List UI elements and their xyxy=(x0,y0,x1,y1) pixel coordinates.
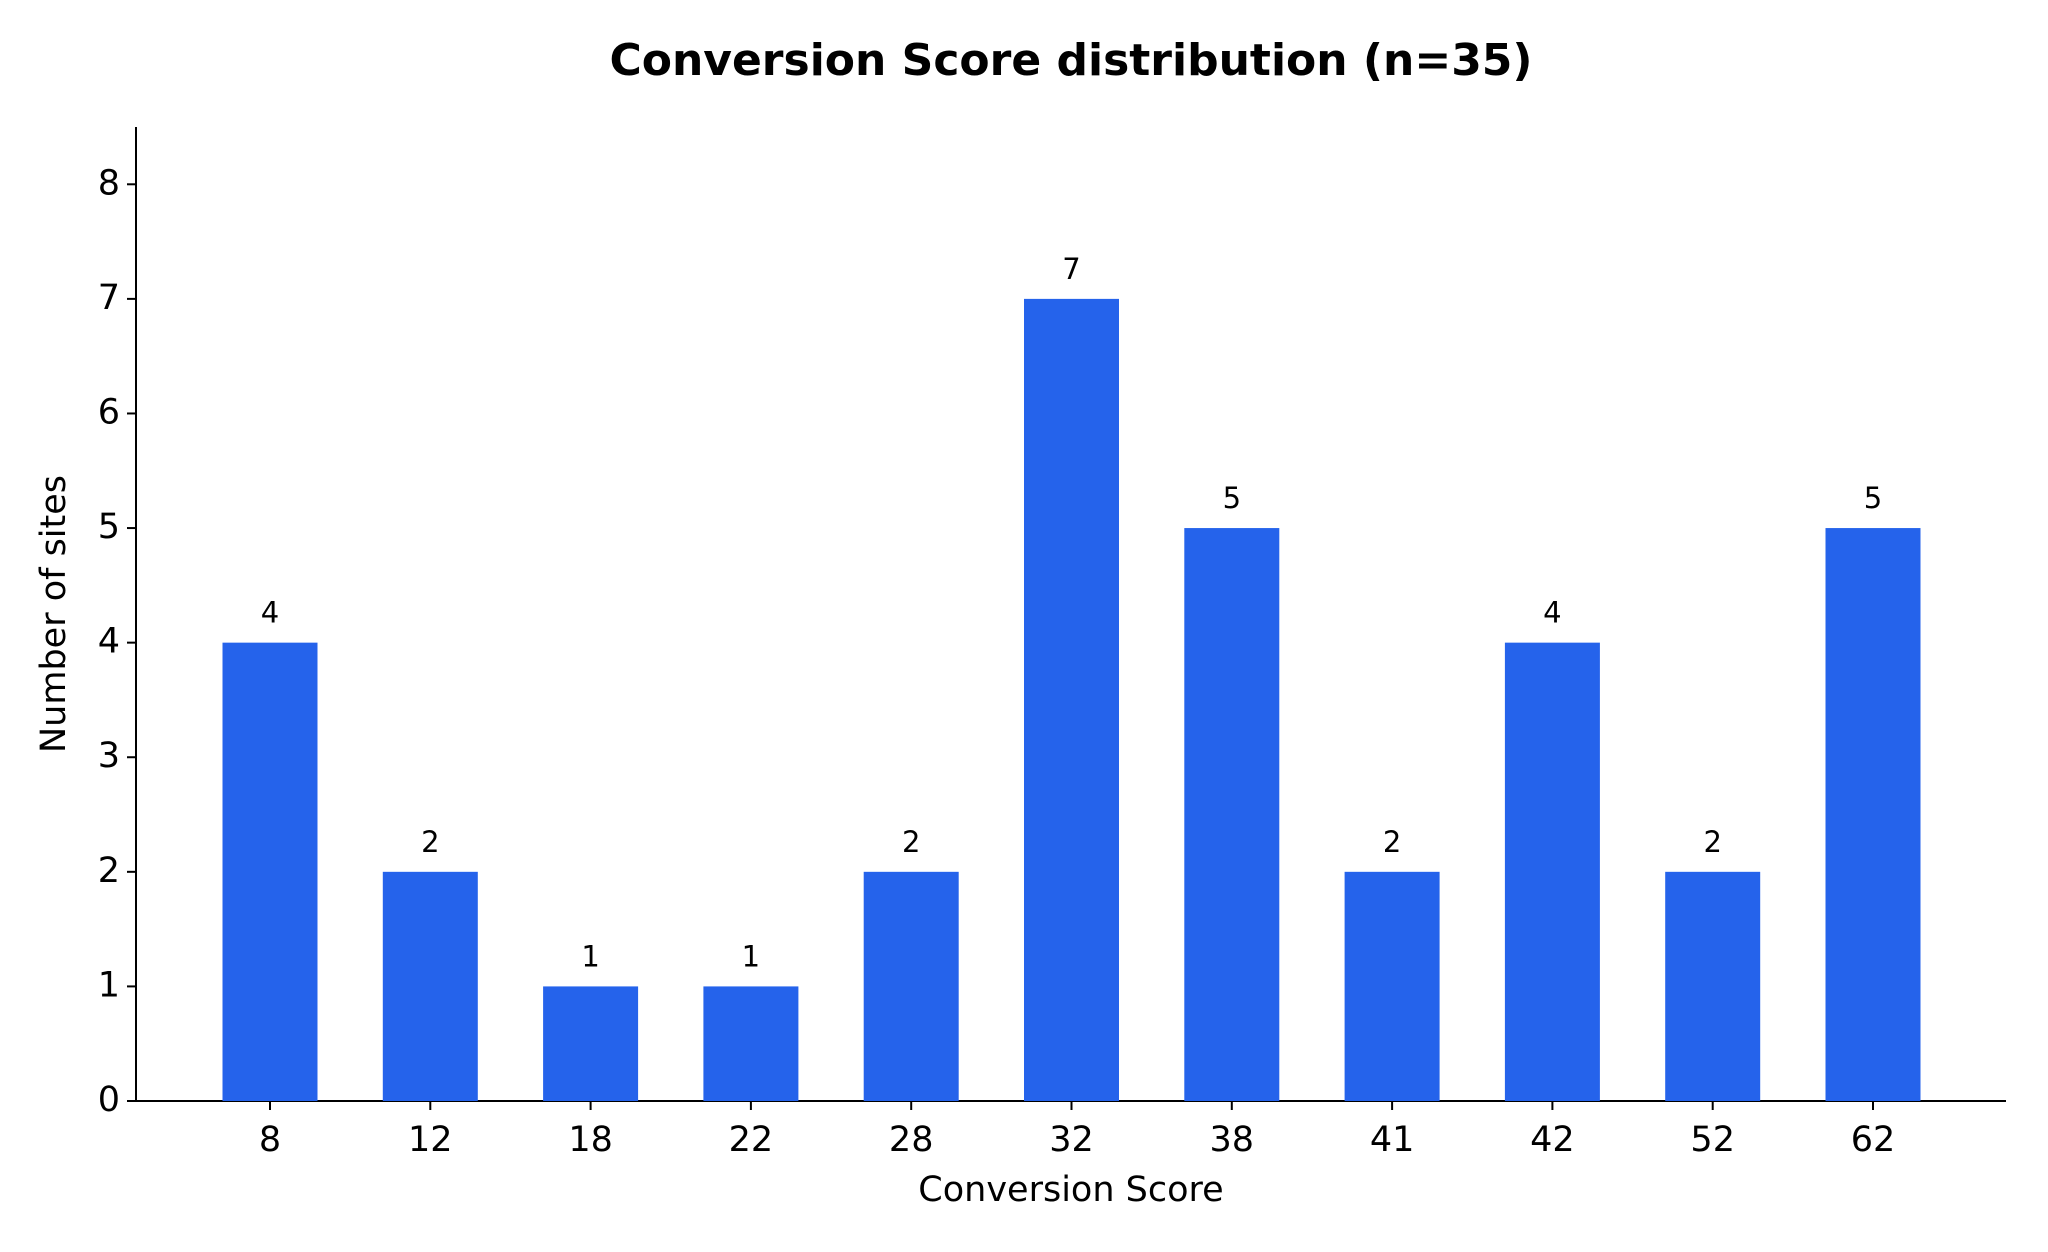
bar xyxy=(1825,528,1921,1101)
x-tick-label: 28 xyxy=(889,1120,934,1160)
value-label: 5 xyxy=(1223,481,1241,515)
bar xyxy=(382,871,478,1101)
bar xyxy=(1504,642,1600,1101)
bar xyxy=(1344,871,1440,1101)
y-tick-label: 8 xyxy=(98,163,120,203)
bar xyxy=(1184,528,1280,1101)
x-tick-label: 32 xyxy=(1049,1120,1094,1160)
value-label: 1 xyxy=(581,939,599,973)
bar xyxy=(1665,871,1761,1101)
x-tick-label: 22 xyxy=(729,1120,774,1160)
x-tick-label: 12 xyxy=(408,1120,453,1160)
x-tick-label: 52 xyxy=(1690,1120,1735,1160)
value-label: 4 xyxy=(261,596,279,630)
y-axis-title: Number of sites xyxy=(34,475,74,753)
y-tick-label: 2 xyxy=(98,851,120,891)
value-label: 7 xyxy=(1062,252,1080,286)
y-tick-label: 1 xyxy=(98,965,120,1005)
value-label: 1 xyxy=(742,939,760,973)
bar xyxy=(1024,298,1119,1102)
y-tick-label: 3 xyxy=(98,736,120,776)
value-label: 4 xyxy=(1543,596,1561,630)
bar xyxy=(543,986,639,1101)
y-tick-label: 7 xyxy=(98,278,120,318)
value-label: 2 xyxy=(1703,825,1721,859)
y-tick-label: 6 xyxy=(98,392,120,432)
bar xyxy=(863,871,959,1101)
x-tick-label: 18 xyxy=(568,1120,613,1160)
value-label: 2 xyxy=(1383,825,1401,859)
value-label: 5 xyxy=(1864,481,1882,515)
y-tick-label: 0 xyxy=(98,1080,120,1120)
y-tick-label: 5 xyxy=(98,507,120,547)
bar xyxy=(222,642,318,1101)
bar xyxy=(703,986,799,1101)
x-tick-label: 38 xyxy=(1210,1120,1255,1160)
x-tick-label: 42 xyxy=(1530,1120,1575,1160)
x-tick-label: 41 xyxy=(1370,1120,1415,1160)
chart-title: Conversion Score distribution (n=35) xyxy=(609,35,1532,86)
x-tick-label: 8 xyxy=(259,1120,281,1160)
x-axis-title: Conversion Score xyxy=(918,1170,1223,1210)
value-label: 2 xyxy=(902,825,920,859)
x-tick-label: 62 xyxy=(1851,1120,1896,1160)
value-label: 2 xyxy=(421,825,439,859)
y-tick-label: 4 xyxy=(98,622,120,662)
